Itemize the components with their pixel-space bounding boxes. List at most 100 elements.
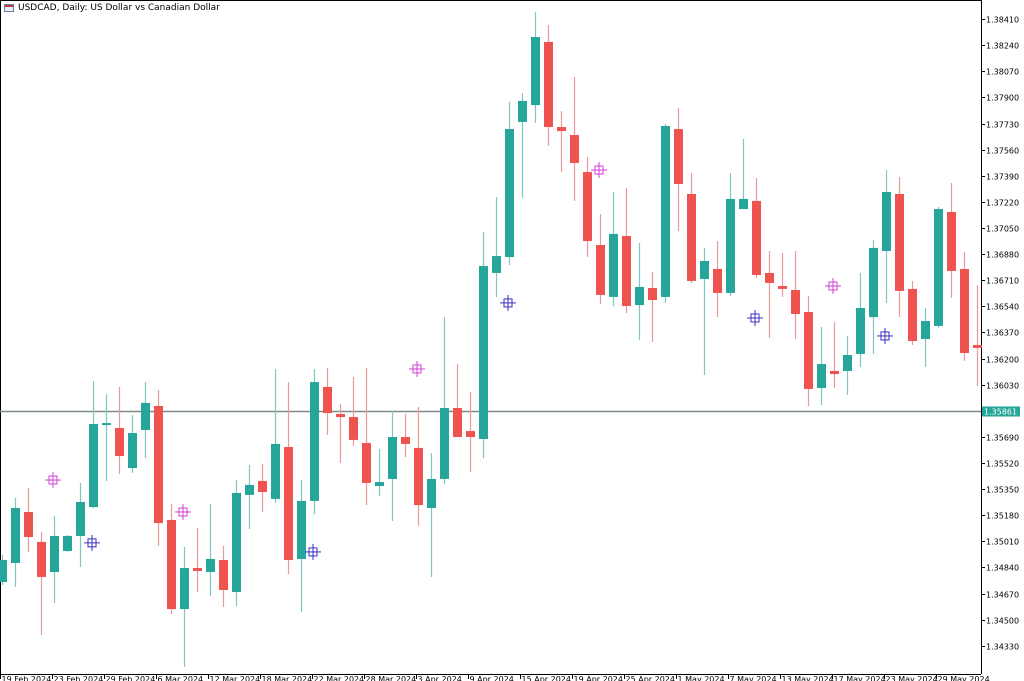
candle — [336, 403, 345, 463]
time-tick-label: 23 May 2024 — [886, 675, 938, 681]
price-tick-label: 1.38410 — [986, 16, 1019, 25]
time-tick-label: 22 Mar 2024 — [314, 675, 365, 681]
price-tick-label: 1.36370 — [986, 329, 1019, 338]
candle — [882, 170, 891, 303]
candle-body — [700, 260, 709, 279]
candle-body — [310, 382, 319, 501]
down-crosshair-marker-icon — [305, 543, 321, 560]
candle-body — [401, 437, 410, 444]
candle — [713, 241, 722, 318]
price-tick-label: 1.38240 — [986, 42, 1019, 51]
time-tick-label: 7 May 2024 — [730, 675, 777, 681]
time-tick-label: 6 Mar 2024 — [158, 675, 204, 681]
candle — [531, 11, 540, 124]
candle — [128, 415, 137, 473]
candle-body — [258, 480, 267, 493]
candle — [843, 335, 852, 395]
candle — [583, 156, 592, 257]
candle — [817, 327, 826, 406]
candle — [570, 76, 579, 201]
price-tick-label: 1.35520 — [986, 460, 1019, 469]
candle-body — [518, 100, 527, 122]
candle-body — [336, 413, 345, 418]
candle — [167, 503, 176, 614]
candle — [362, 368, 371, 506]
candle-body — [609, 233, 618, 297]
time-tick-label: 9 Apr 2024 — [470, 675, 514, 681]
candle-body — [180, 568, 189, 610]
price-tick-label: 1.35180 — [986, 512, 1019, 521]
candle-body — [245, 484, 254, 495]
candle — [232, 480, 241, 606]
candle-body — [765, 272, 774, 283]
candle — [89, 380, 98, 508]
candle — [453, 364, 462, 438]
candle — [388, 411, 397, 522]
price-tick-label: 1.36880 — [986, 251, 1019, 260]
candle-body — [141, 402, 150, 430]
time-tick-label: 29 May 2024 — [938, 675, 990, 681]
candle — [375, 449, 384, 497]
down-crosshair-marker-icon — [84, 534, 100, 551]
price-tick-label: 1.37730 — [986, 121, 1019, 130]
candle-body — [271, 443, 280, 499]
candle-body — [128, 433, 137, 469]
candle-body — [50, 535, 59, 573]
candle — [50, 515, 59, 603]
price-tick-label: 1.38070 — [986, 68, 1019, 77]
candle — [245, 464, 254, 530]
candle — [596, 213, 605, 304]
candle — [180, 547, 189, 667]
candle — [648, 272, 657, 342]
time-tick-label: 17 May 2024 — [834, 675, 886, 681]
candle-body — [76, 501, 85, 536]
candle — [908, 280, 917, 346]
candle-body — [843, 354, 852, 371]
candle — [752, 178, 761, 279]
up-crosshair-marker-icon — [825, 278, 841, 295]
candle-body — [726, 198, 735, 293]
candle — [310, 368, 319, 514]
candle-body — [492, 256, 501, 273]
candle — [960, 251, 969, 361]
price-tick-label: 1.37220 — [986, 199, 1019, 208]
candle — [765, 250, 774, 338]
candle — [778, 252, 787, 297]
candle — [63, 535, 72, 552]
candle-body — [947, 211, 956, 271]
candle-body — [713, 268, 722, 293]
time-tick-label: 28 Mar 2024 — [366, 675, 417, 681]
candle-body — [427, 478, 436, 508]
price-tick-label: 1.34670 — [986, 591, 1019, 600]
candle — [440, 317, 449, 485]
candle-body — [557, 127, 566, 132]
candle — [934, 207, 943, 328]
candle-body — [154, 405, 163, 524]
candle — [193, 527, 202, 593]
candle — [115, 386, 124, 475]
candle-body — [622, 235, 631, 306]
candle-body — [908, 288, 917, 342]
time-tick-label: 3 Apr 2024 — [418, 675, 462, 681]
candle — [466, 392, 475, 473]
time-tick-label: 25 Apr 2024 — [626, 675, 675, 681]
candle — [11, 498, 20, 587]
candle — [687, 172, 696, 283]
candle — [544, 25, 553, 146]
candle-body — [0, 560, 7, 583]
candle-body — [466, 431, 475, 438]
up-crosshair-marker-icon — [175, 503, 191, 520]
chart-title-text: USDCAD, Daily: US Dollar vs Canadian Dol… — [18, 3, 220, 13]
candle — [661, 123, 670, 303]
candle — [791, 250, 800, 340]
price-tick-label: 1.34500 — [986, 617, 1019, 626]
candle-body — [193, 568, 202, 571]
candle-body — [115, 427, 124, 457]
candle — [258, 464, 267, 512]
candle — [921, 307, 930, 367]
candle-body — [791, 290, 800, 314]
candle-body — [583, 172, 592, 242]
current-price-label-bg — [982, 406, 1020, 417]
candle — [479, 231, 488, 459]
